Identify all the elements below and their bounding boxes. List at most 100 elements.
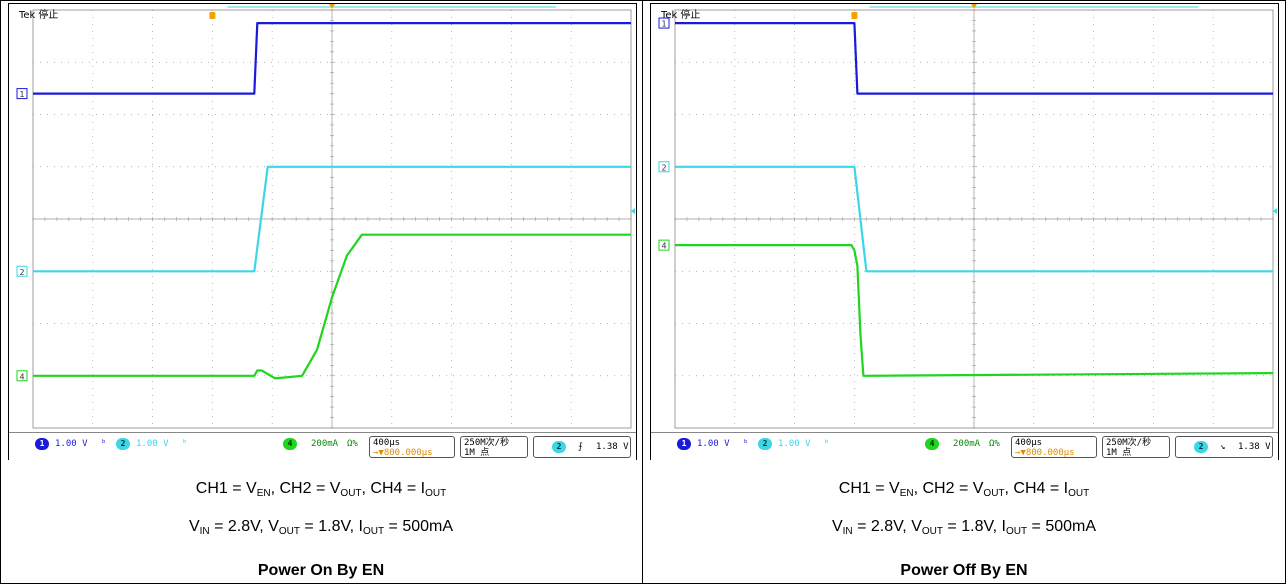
waveform-plot: 1 2 4	[16, 4, 635, 429]
trigger-slope-icon: ↘	[1220, 442, 1226, 452]
caption-vout-val: = 1.8V, I	[942, 518, 1006, 535]
waveform-ch1	[33, 22, 631, 95]
ch4-scale: 200mA	[311, 439, 339, 449]
ch1-bw-icon: ᵇ	[101, 439, 107, 449]
panel-power-on: 1 2 4 Tek 停止 1 1.00 V ᵇ 2 1.00 V ᵇ 4 200mA …	[0, 0, 642, 584]
trigger-level-icon	[631, 208, 635, 215]
ch2-scale: 1.00 V	[778, 439, 811, 449]
scope-state: 停止	[38, 10, 59, 21]
caption-channels: CH1 = VEN, CH2 = VOUT, CH4 = IOUT	[0, 480, 642, 499]
svg-text:4: 4	[661, 242, 666, 251]
caption-iout-sub: OUT	[1006, 526, 1028, 537]
ch1-scale: 1.00 V	[55, 439, 88, 449]
caption-ch4: , CH4 = I	[361, 480, 426, 497]
trigger-box: 2 ↘ 1.38 V	[1175, 436, 1273, 458]
svg-text:1: 1	[19, 90, 24, 99]
ch1-chip: 1	[677, 438, 691, 450]
scope-status-bar: 1 1.00 V ᵇ 2 1.00 V ᵇ 4 200mA Ω% 400µs →…	[651, 432, 1278, 460]
caption-ch4: , CH4 = I	[1004, 480, 1069, 497]
caption-ch1: CH1 = V	[195, 480, 257, 497]
caption-ch2-sub: OUT	[983, 488, 1005, 499]
scope-status-bar: 1 1.00 V ᵇ 2 1.00 V ᵇ 4 200mA Ω% 400µs →…	[9, 432, 636, 460]
channel-marker-1-icon: 1	[658, 17, 670, 29]
caption-vout-sub: OUT	[278, 526, 300, 537]
trigger-source: 2	[552, 441, 566, 453]
scope-header: Tek 停止	[661, 6, 700, 21]
scope-brand: Tek	[19, 10, 36, 21]
caption-iout-sub: OUT	[363, 526, 385, 537]
caption-conditions: VIN = 2.8V, VOUT = 1.8V, IOUT = 500mA	[643, 518, 1285, 537]
timebase: 400µs	[373, 438, 401, 448]
ch1-scale: 1.00 V	[697, 439, 730, 449]
waveform-ch2	[675, 165, 1273, 273]
caption-iout-val: = 500mA	[384, 518, 454, 535]
chart-title: Power On By EN	[257, 562, 385, 579]
panel-divider	[642, 0, 643, 584]
trigger-source: 2	[1194, 441, 1208, 453]
waveform-ch4	[33, 233, 631, 380]
svg-text:2: 2	[19, 268, 24, 277]
caption-vout-sub: OUT	[921, 526, 943, 537]
plot-border	[674, 9, 1274, 429]
caption-ch4-sub: OUT	[425, 488, 447, 499]
ch4-chip: 4	[925, 438, 939, 450]
caption-vin-sub: IN	[199, 526, 210, 537]
trigger-time-marker-icon	[851, 12, 858, 19]
caption-conditions: VIN = 2.8V, VOUT = 1.8V, IOUT = 500mA	[0, 518, 642, 537]
caption-vin-sub: IN	[842, 526, 853, 537]
ch2-bw-icon: ᵇ	[182, 439, 188, 449]
acquisition-box: 250M次/秒 1M 点	[1102, 436, 1170, 458]
caption-vout-val: = 1.8V, I	[299, 518, 363, 535]
trigger-box: 2 ⨍ 1.38 V	[533, 436, 631, 458]
caption-ch1: CH1 = V	[838, 480, 900, 497]
ch4-scale: 200mA	[953, 439, 981, 449]
ch4-chip: 4	[283, 438, 297, 450]
trigger-time-marker-icon	[209, 12, 216, 19]
horizontal-position: →▼800.000µs	[1015, 448, 1075, 458]
trigger-position-icon	[329, 4, 335, 9]
ch4-ohm: Ω%	[347, 439, 358, 449]
caption-vin: V	[831, 518, 843, 535]
sample-rate: 250M次/秒	[1106, 438, 1152, 448]
oscilloscope-screen: 1 2 4 Tek 停止 1 1.00 V ᵇ 2 1.00 V ᵇ 4 200mA …	[8, 3, 637, 460]
caption-vin-val: = 2.8V, V	[209, 518, 279, 535]
ch2-bw-icon: ᵇ	[824, 439, 830, 449]
trigger-level: 1.38 V	[1238, 442, 1271, 452]
scope-state: 停止	[680, 10, 701, 21]
caption-ch1-sub: EN	[899, 488, 914, 499]
plot-border	[32, 9, 632, 429]
trigger-position-icon	[971, 4, 977, 9]
trigger-level: 1.38 V	[596, 442, 629, 452]
caption-ch2-sub: OUT	[340, 488, 362, 499]
ch2-scale: 1.00 V	[136, 439, 169, 449]
ch1-bw-icon: ᵇ	[743, 439, 749, 449]
caption-vin-val: = 2.8V, V	[852, 518, 922, 535]
channel-marker-2-icon: 2	[658, 161, 670, 173]
record-length: 1M 点	[1106, 448, 1132, 458]
ch1-chip: 1	[35, 438, 49, 450]
waveform-ch4	[675, 244, 1274, 377]
caption-ch2: , CH2 = V	[913, 480, 984, 497]
panel-power-off: 1 2 4 Tek 停止 1 1.00 V ᵇ 2 1.00 V ᵇ 4 200mA …	[643, 0, 1285, 584]
ch4-ohm: Ω%	[989, 439, 1000, 449]
ch2-chip: 2	[116, 438, 130, 450]
channel-marker-4-icon: 4	[16, 370, 28, 382]
trigger-slope-icon: ⨍	[578, 442, 583, 452]
channel-marker-4-icon: 4	[658, 239, 670, 251]
scope-header: Tek 停止	[19, 6, 58, 21]
oscilloscope-screen: 1 2 4 Tek 停止 1 1.00 V ᵇ 2 1.00 V ᵇ 4 200mA …	[650, 3, 1279, 460]
timebase: 400µs	[1015, 438, 1043, 448]
acquisition-box: 250M次/秒 1M 点	[460, 436, 528, 458]
waveform-plot: 1 2 4	[658, 4, 1277, 429]
caption-channels: CH1 = VEN, CH2 = VOUT, CH4 = IOUT	[643, 480, 1285, 499]
record-length: 1M 点	[464, 448, 490, 458]
ch2-chip: 2	[758, 438, 772, 450]
waveform-ch1	[675, 22, 1273, 95]
svg-text:2: 2	[661, 163, 666, 172]
caption-iout-val: = 500mA	[1027, 518, 1097, 535]
chart-title: Power Off By EN	[900, 562, 1028, 579]
caption-ch4-sub: OUT	[1068, 488, 1090, 499]
timebase-box: 400µs →▼800.000µs	[369, 436, 455, 458]
waveform-ch2	[33, 165, 631, 273]
trigger-level-icon	[1273, 208, 1277, 215]
